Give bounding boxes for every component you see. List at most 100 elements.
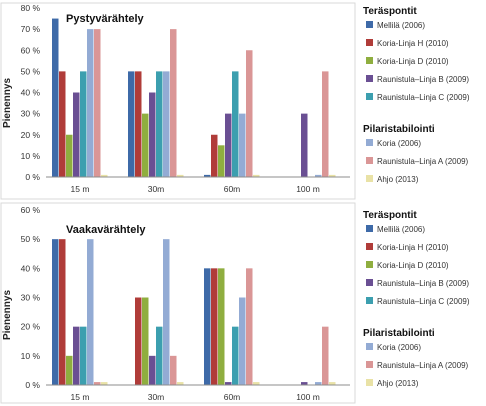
plot-frame [0, 2, 356, 200]
legend-entry: Koria-Linja D (2010) [377, 57, 449, 66]
legend-swatch [366, 297, 373, 304]
bar [322, 71, 329, 177]
bar [322, 326, 329, 385]
x-tick-label: 100 m [296, 184, 320, 194]
x-tick-labels: 15 m 30m 60m 100 m [71, 184, 320, 194]
legend-swatch [366, 175, 373, 182]
bar [156, 71, 163, 177]
bar [211, 134, 218, 177]
bar [101, 382, 108, 385]
legend-swatch [366, 361, 373, 368]
x-tick-label: 60m [224, 392, 241, 402]
bar [73, 326, 80, 385]
bar [315, 174, 322, 177]
bars [52, 239, 336, 385]
bar [177, 382, 184, 385]
x-tick-label: 30m [148, 184, 165, 194]
legend-swatch [366, 261, 373, 268]
bar [66, 134, 73, 177]
legend-entry: Raunistula–Linja B (2009) [377, 75, 469, 84]
y-tick-label: 40 % [21, 263, 41, 273]
legend-entry: Raunistula–Linja C (2009) [377, 93, 470, 102]
legend-swatch [366, 39, 373, 46]
bar [59, 239, 66, 385]
bar [59, 71, 66, 177]
x-tick-label: 15 m [71, 392, 90, 402]
plot-frame [0, 202, 356, 404]
legend-entry: Koria-Linja H (2010) [377, 39, 449, 48]
legend-group-title: Teräspontit [363, 6, 417, 17]
bar [301, 113, 308, 177]
bar [87, 239, 94, 385]
bar [239, 297, 246, 385]
legend-top: Teräspontit Mellilä (2006) Koria-Linja H (… [363, 6, 470, 184]
legend-swatch [366, 93, 373, 100]
legend-entry: Koria-Linja H (2010) [377, 243, 449, 252]
bar [149, 355, 156, 385]
legend-entry: Mellilä (2006) [377, 225, 425, 234]
legend-swatch [366, 75, 373, 82]
bar [246, 50, 253, 177]
bar [204, 174, 211, 177]
y-tick-label: 20 % [21, 322, 41, 332]
bar [101, 174, 108, 177]
legend-swatch [366, 343, 373, 350]
legend-swatch [366, 243, 373, 250]
bars [52, 18, 336, 177]
legend-group-title: Pilaristabilointi [363, 328, 435, 339]
legend-entry: Ahjo (2013) [377, 175, 419, 184]
bar [73, 92, 80, 177]
bar [94, 382, 101, 385]
x-tick-label: 60m [224, 184, 241, 194]
y-tick-label: 10 % [21, 151, 41, 161]
y-tick-label: 60 % [21, 205, 41, 215]
y-tick-label: 20 % [21, 130, 41, 140]
bar [170, 29, 177, 177]
bar [253, 382, 260, 385]
legend-entry: Koria-Linja D (2010) [377, 261, 449, 270]
bar [87, 29, 94, 177]
legend-group-title: Pilaristabilointi [363, 124, 435, 135]
legend-swatch [366, 57, 373, 64]
y-tick-label: 10 % [21, 351, 41, 361]
bar [142, 113, 149, 177]
legend-group-title: Teräspontit [363, 210, 417, 221]
bar [135, 297, 142, 385]
bar [204, 268, 211, 385]
y-tick-label: 80 % [21, 3, 41, 13]
chart-title: Vaakavärähtely [66, 224, 146, 236]
bar [94, 29, 101, 177]
chart-panel-vertical: Pystyvärähtely Pienennys 0 % 10 % 20 % 30 %… [0, 2, 356, 200]
y-tick-label: 0 % [25, 172, 40, 182]
bar [163, 239, 170, 385]
y-axis-label: Pienennys [2, 78, 13, 128]
bar [170, 355, 177, 385]
legend-entry: Raunistula–Linja B (2009) [377, 279, 469, 288]
bar [66, 355, 73, 385]
y-tick-label: 50 % [21, 66, 41, 76]
y-tick-label: 60 % [21, 45, 41, 55]
legend-entry: Raunistula–Linja A (2009) [377, 157, 469, 166]
y-tick-label: 30 % [21, 109, 41, 119]
legend-swatch [366, 157, 373, 164]
bar [80, 326, 87, 385]
legend-entry: Koria (2006) [377, 343, 421, 352]
bar [156, 326, 163, 385]
legend-swatch [366, 379, 373, 386]
legend-entry: Ahjo (2013) [377, 379, 419, 388]
bar [177, 174, 184, 177]
legend-bottom: Teräspontit Mellilä (2006) Koria-Linja H (… [363, 210, 470, 388]
bar [301, 382, 308, 385]
legend-swatch [366, 21, 373, 28]
bar [225, 382, 232, 385]
y-tick-label: 30 % [21, 293, 41, 303]
chart-panel-horizontal: Vaakavärähtely Pienennys 0 % 10 % 20 % 30 %… [0, 202, 356, 404]
y-tick-label: 70 % [21, 24, 41, 34]
chart-title: Pystyvärähtely [66, 13, 145, 25]
legend-entry: Raunistula–Linja C (2009) [377, 297, 470, 306]
bar [329, 174, 336, 177]
y-tick-label: 40 % [21, 88, 41, 98]
bar [218, 145, 225, 177]
x-tick-label: 15 m [71, 184, 90, 194]
